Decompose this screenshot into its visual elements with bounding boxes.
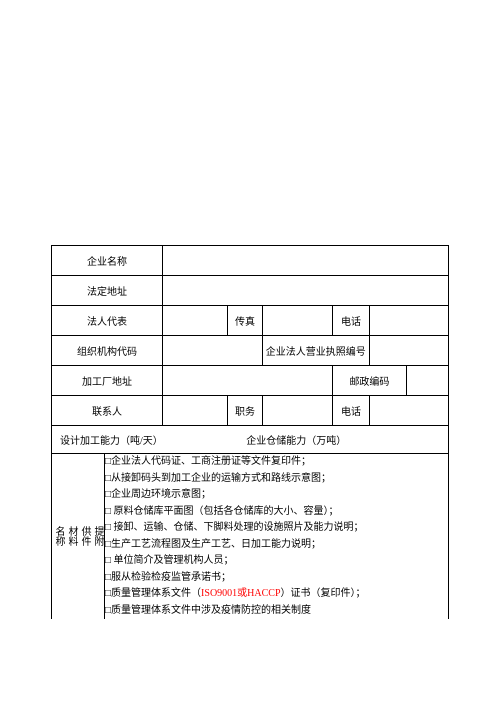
attachment-list: □企业法人代码证、工商注册证等文件复印件；□从接卸码头到加工企业的运输方式和路线…: [105, 454, 449, 620]
label-phone1: 电话: [333, 306, 369, 336]
attachment-item: □ 单位简介及管理机构人员；: [105, 553, 448, 570]
label-factory-addr: 加工厂地址: [52, 366, 163, 396]
attachment-item: □企业周边环境示意图；: [105, 487, 448, 504]
field-legal-address[interactable]: [162, 276, 448, 306]
field-org-code[interactable]: [162, 336, 262, 366]
label-storage-capacity: 企业仓储能力（万吨）: [246, 432, 448, 447]
attachment-item: □ 接卸、运输、仓储、下脚料处理的设施照片及能力说明；: [105, 520, 448, 537]
attachment-item: □企业法人代码证、工商注册证等文件复印件；: [105, 454, 448, 471]
label-design-capacity: 设计加工能力（吨/天）: [60, 432, 246, 447]
attachment-item: □服从检验检疫监管承诺书；: [105, 570, 448, 587]
label-legal-address: 法定地址: [52, 276, 163, 306]
attachment-item: □ 原料仓储库平面图（包括各仓储库的大小、容量）；: [105, 504, 448, 521]
field-duty[interactable]: [262, 396, 332, 426]
field-license-no[interactable]: [369, 336, 448, 366]
field-factory-addr[interactable]: [162, 366, 332, 396]
field-postcode[interactable]: [406, 366, 448, 396]
field-contact[interactable]: [162, 396, 227, 426]
label-contact: 联系人: [52, 396, 163, 426]
attach-header-col1: 提附 供件 材料 名称: [52, 454, 105, 620]
label-phone2: 电话: [333, 396, 369, 426]
field-legal-rep[interactable]: [162, 306, 227, 336]
label-license-no: 企业法人营业执照编号: [262, 336, 369, 366]
label-fax: 传真: [228, 306, 263, 336]
label-legal-rep: 法人代表: [52, 306, 163, 336]
capacity-row: 设计加工能力（吨/天） 企业仓储能力（万吨）: [52, 426, 449, 454]
label-duty: 职务: [228, 396, 263, 426]
label-org-code: 组织机构代码: [52, 336, 163, 366]
field-company-name[interactable]: [162, 246, 448, 276]
attachment-item: □从接卸码头到加工企业的运输方式和路线示意图；: [105, 471, 448, 488]
field-phone2[interactable]: [369, 396, 448, 426]
field-fax[interactable]: [262, 306, 332, 336]
attachment-item: □质量管理体系文件（ISO9001或HACCP）证书（复印件）；: [105, 586, 448, 603]
attachment-item: □生产工艺流程图及生产工艺、日加工能力说明；: [105, 537, 448, 554]
label-postcode: 邮政编码: [333, 366, 406, 396]
field-phone1[interactable]: [369, 306, 448, 336]
attachment-item: □质量管理体系文件中涉及疫情防控的相关制度: [105, 603, 448, 620]
label-company-name: 企业名称: [52, 246, 163, 276]
